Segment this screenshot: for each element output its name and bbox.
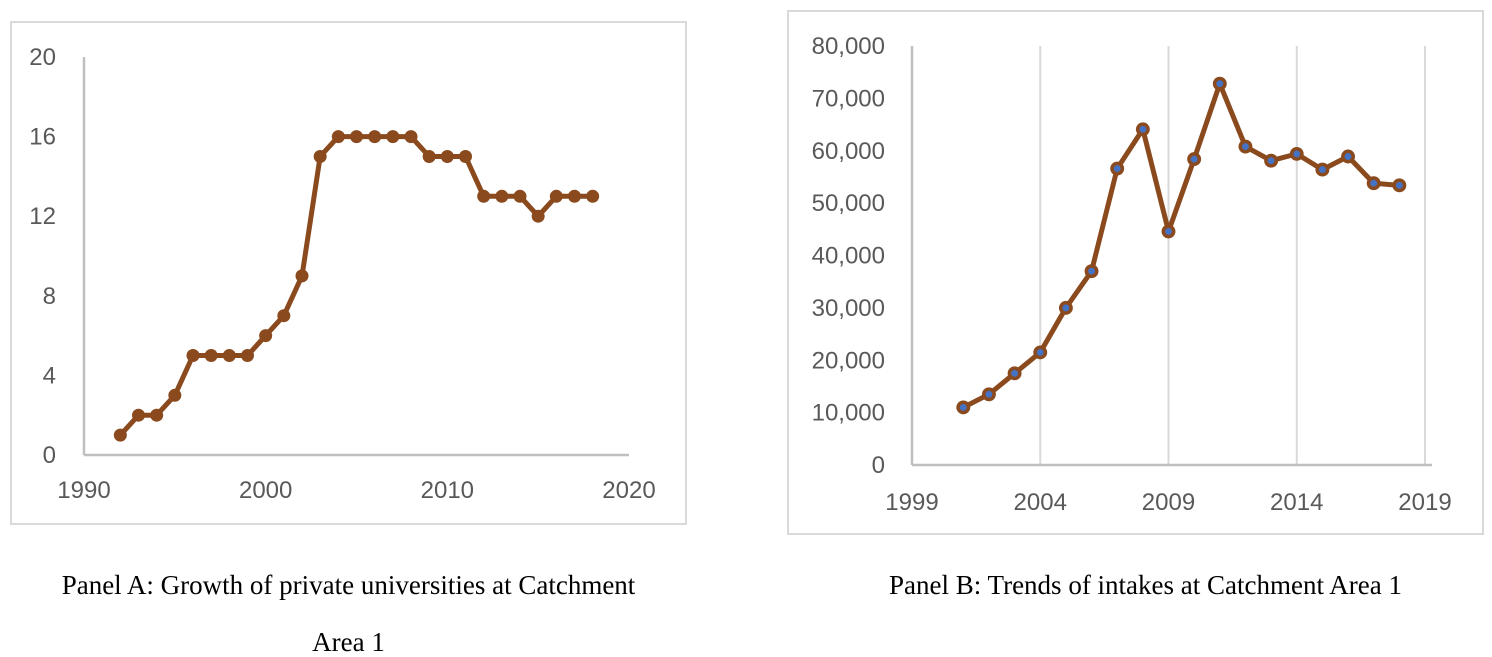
panel-a-caption-line-2: Area 1	[312, 627, 385, 657]
data-point	[1315, 162, 1330, 177]
data-point	[1110, 161, 1125, 176]
data-point	[956, 400, 971, 415]
y-tick-label: 40,000	[812, 243, 885, 270]
data-point	[350, 130, 363, 144]
data-point	[204, 349, 218, 362]
data-point	[150, 408, 164, 422]
data-point	[568, 189, 581, 203]
y-tick-label: 50,000	[812, 190, 885, 217]
data-point	[1084, 264, 1099, 279]
panel-b-plot: 0 10,000 20,000 30,000 40,000 50,000 60,000 70,…	[812, 33, 1452, 516]
panel-b-caption: Panel B: Trends of intakes at Catchment …	[889, 570, 1402, 600]
x-tick-label: 2020	[602, 477, 655, 504]
data-point	[113, 428, 127, 442]
x-tick-label: 2009	[1142, 489, 1195, 516]
data-point	[586, 189, 600, 203]
y-tick-label: 4	[43, 362, 56, 389]
data-point	[277, 309, 291, 323]
data-point	[331, 130, 345, 144]
y-tick-label: 0	[872, 452, 885, 479]
data-point	[1212, 76, 1227, 91]
y-tick-label: 30,000	[812, 295, 885, 322]
data-point	[259, 329, 273, 343]
data-point	[1238, 139, 1253, 154]
data-point	[313, 150, 327, 163]
panel-a-caption-line-1: Panel A: Growth of private universities …	[61, 570, 636, 600]
y-tick-label: 12	[29, 203, 56, 230]
y-tick-label: 8	[43, 283, 56, 310]
data-point	[982, 387, 996, 402]
data-point	[1007, 366, 1022, 381]
x-tick-label: 2014	[1270, 489, 1323, 516]
data-point	[1289, 146, 1304, 161]
data-point	[168, 388, 182, 402]
panel-b-chart-frame: 0 10,000 20,000 30,000 40,000 50,000 60,000 70,…	[787, 10, 1484, 535]
data-point	[1135, 122, 1150, 137]
data-point	[1366, 176, 1381, 191]
data-point	[186, 349, 200, 362]
data-point	[241, 349, 254, 362]
data-point	[459, 150, 472, 163]
x-tick-label: 1999	[885, 489, 938, 516]
data-point	[495, 189, 509, 203]
data-point	[1161, 224, 1176, 239]
data-point	[1033, 345, 1048, 360]
data-line	[960, 81, 1402, 410]
y-tick-label: 70,000	[812, 85, 885, 112]
data-point	[1058, 300, 1073, 315]
data-point	[422, 150, 436, 163]
data-point	[531, 209, 545, 223]
data-point	[295, 269, 309, 283]
data-point	[549, 189, 563, 203]
data-point	[1187, 152, 1202, 167]
y-tick-label: 10,000	[812, 400, 885, 427]
x-tick-label: 1990	[57, 477, 110, 504]
data-point	[1341, 149, 1355, 164]
data-point	[1392, 178, 1407, 193]
y-tick-label: 20	[29, 44, 56, 71]
data-point	[386, 130, 400, 144]
data-point	[477, 189, 491, 203]
data-line	[117, 134, 596, 438]
y-tick-label: 20,000	[812, 347, 885, 374]
x-tick-label: 2000	[239, 477, 292, 504]
data-point	[132, 408, 145, 422]
x-tick-label: 2010	[421, 477, 474, 504]
data-point	[513, 189, 527, 203]
panel-a-chart-frame: 0 4 8 12 16 20 1990 2000 2010 2020	[10, 21, 687, 525]
y-tick-label: 0	[43, 442, 56, 469]
data-point	[440, 150, 454, 163]
y-tick-label: 60,000	[812, 138, 885, 165]
panel-a-plot: 0 4 8 12 16 20 1990 2000 2010 2020	[29, 44, 655, 504]
x-tick-label: 2019	[1398, 489, 1451, 516]
y-tick-label: 16	[29, 124, 56, 151]
data-point	[404, 130, 418, 144]
x-tick-label: 2004	[1014, 489, 1067, 516]
data-point	[1264, 153, 1279, 168]
data-point	[368, 130, 382, 144]
data-point	[222, 349, 236, 362]
y-tick-label: 80,000	[812, 33, 885, 60]
